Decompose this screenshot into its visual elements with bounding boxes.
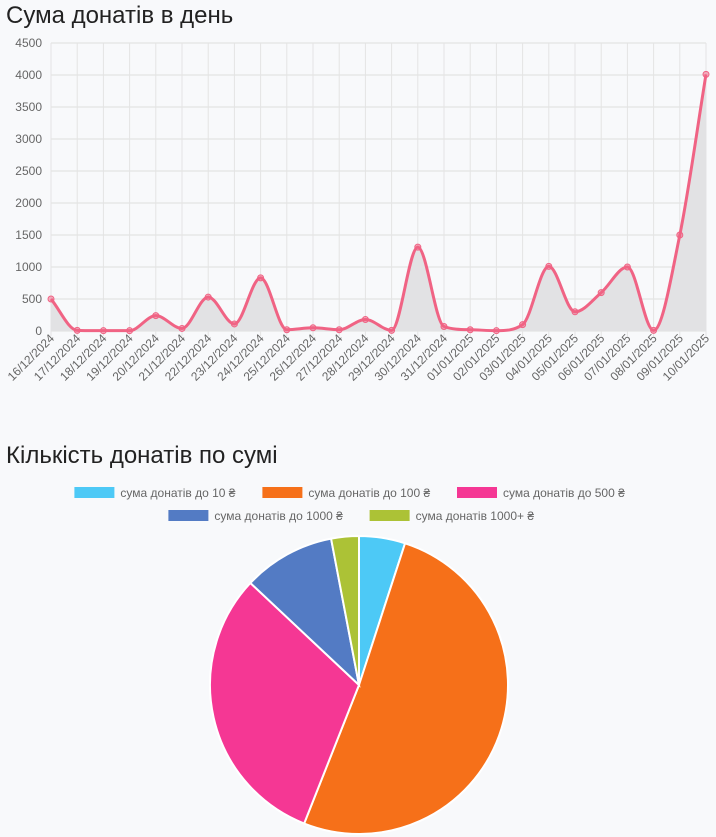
data-point[interactable] xyxy=(178,324,186,332)
legend-swatch xyxy=(457,487,497,498)
data-point[interactable] xyxy=(676,231,684,239)
y-tick-label: 2000 xyxy=(15,196,42,210)
y-tick-label: 3500 xyxy=(15,100,42,114)
data-point[interactable] xyxy=(73,326,81,334)
y-axis-labels: 0 500 1000 1500 2000 2500 3000 3500 4000 4500 xyxy=(15,36,42,338)
y-tick-label: 2500 xyxy=(15,164,42,178)
pie-slice[interactable] xyxy=(329,534,360,686)
pie-legend: сума донатів до 10 ₴ сума донатів до 100 … xyxy=(74,486,625,523)
data-point[interactable] xyxy=(623,263,631,271)
data-point[interactable] xyxy=(388,326,396,334)
daily-chart-title: Сума донатів в день xyxy=(6,2,234,29)
y-tick-label: 1500 xyxy=(15,228,42,242)
data-point[interactable] xyxy=(466,326,474,334)
y-tick-label: 4500 xyxy=(15,36,42,50)
pie-slices xyxy=(209,534,509,835)
distribution-chart-title: Кількість донатів по сумі xyxy=(6,442,278,469)
legend-label: сума донатів до 500 ₴ xyxy=(503,486,625,500)
y-tick-label: 4000 xyxy=(15,68,42,82)
legend-item[interactable]: сума донатів до 1000 ₴ xyxy=(168,509,343,523)
legend-swatch xyxy=(369,510,410,521)
data-point[interactable] xyxy=(361,315,369,323)
data-point[interactable] xyxy=(126,327,134,335)
data-point[interactable] xyxy=(257,274,265,282)
legend-item[interactable]: сума донатів до 100 ₴ xyxy=(262,486,430,500)
area-fill xyxy=(51,74,706,332)
pie-slice[interactable] xyxy=(209,581,361,825)
data-point[interactable] xyxy=(230,320,238,328)
data-point[interactable] xyxy=(440,323,448,331)
data-point[interactable] xyxy=(650,326,658,334)
data-point[interactable] xyxy=(204,293,212,301)
legend-swatch xyxy=(74,487,115,498)
legend-item[interactable]: сума донатів до 10 ₴ xyxy=(74,486,236,500)
legend-label: сума донатів до 100 ₴ xyxy=(308,486,430,500)
legend-label: сума донатів 1000+ ₴ xyxy=(416,509,535,523)
legend-swatch xyxy=(262,487,303,498)
y-tick-label: 500 xyxy=(22,292,42,306)
legend-swatch xyxy=(168,510,209,521)
data-point[interactable] xyxy=(335,326,343,334)
data-point[interactable] xyxy=(597,289,605,297)
data-point[interactable] xyxy=(492,327,500,335)
data-point[interactable] xyxy=(283,326,291,334)
y-tick-label: 1000 xyxy=(15,260,42,274)
legend-item[interactable]: сума донатів 1000+ ₴ xyxy=(369,509,535,523)
data-point[interactable] xyxy=(152,312,160,320)
y-tick-label: 0 xyxy=(35,324,42,338)
data-point[interactable] xyxy=(702,70,710,78)
data-point[interactable] xyxy=(519,321,527,329)
data-point[interactable] xyxy=(545,262,553,270)
data-point[interactable] xyxy=(309,324,317,332)
area-fill-shape xyxy=(51,74,706,332)
legend-label: сума донатів до 1000 ₴ xyxy=(214,509,343,523)
legend-label: сума донатів до 10 ₴ xyxy=(120,486,235,500)
data-point[interactable] xyxy=(47,295,55,303)
data-points xyxy=(47,70,710,335)
pie-slice[interactable] xyxy=(302,542,509,835)
data-point[interactable] xyxy=(99,327,107,335)
y-tick-label: 3000 xyxy=(15,132,42,146)
legend-item[interactable]: сума донатів до 500 ₴ xyxy=(457,486,625,500)
data-point[interactable] xyxy=(571,308,579,316)
pie-slice[interactable] xyxy=(248,537,361,688)
data-point[interactable] xyxy=(414,243,422,251)
